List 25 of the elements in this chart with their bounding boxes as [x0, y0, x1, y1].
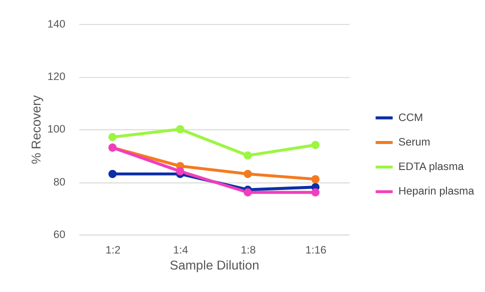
point	[244, 151, 252, 160]
point	[108, 170, 117, 178]
y-tick-label: 140	[47, 18, 66, 30]
point	[311, 175, 320, 184]
y-tick-label: 100	[47, 124, 66, 136]
y-tick-label: 80	[53, 176, 66, 188]
legend-label: CCM	[398, 112, 424, 124]
point	[244, 170, 252, 178]
point	[176, 125, 184, 134]
x-tick-label: 1:2	[105, 244, 121, 257]
point	[244, 188, 252, 196]
point	[108, 133, 117, 142]
point	[176, 167, 184, 176]
legend-label: Serum	[398, 136, 430, 148]
point	[311, 140, 320, 150]
x-tick-label: 1:4	[173, 244, 188, 257]
legend-label: EDTA plasma	[398, 161, 465, 174]
y-tick-label: 60	[53, 228, 66, 241]
x-axis-title: Sample Dilution	[170, 257, 260, 272]
y-tick-label: 120	[47, 71, 66, 84]
y-axis-title: % Recovery	[28, 94, 44, 164]
legend-label: Heparin plasma	[398, 186, 476, 198]
point	[311, 188, 320, 196]
x-tick-label: 1:8	[240, 244, 256, 257]
x-tick-label: 1:16	[305, 244, 326, 257]
